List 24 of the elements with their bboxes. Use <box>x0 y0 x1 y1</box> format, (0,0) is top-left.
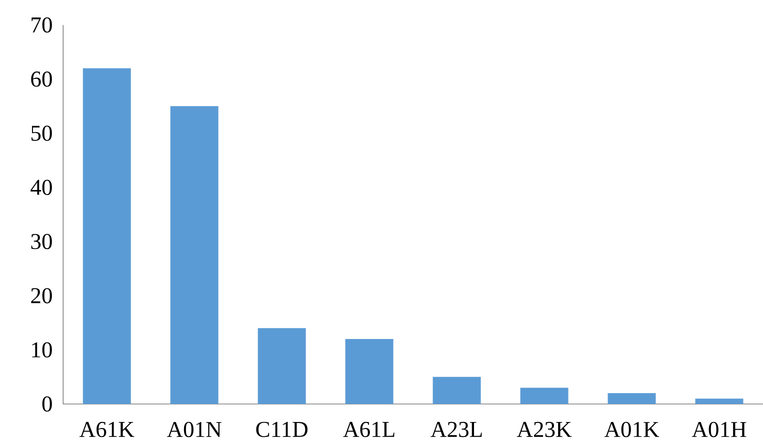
bar <box>520 388 568 404</box>
y-tick-label: 70 <box>32 17 52 33</box>
bar <box>695 398 744 404</box>
x-tick-label: A61L <box>343 422 394 438</box>
bar <box>345 338 394 404</box>
x-tick-label: A01N <box>166 422 222 438</box>
y-tick-label: 30 <box>31 234 52 250</box>
x-tick-label: A23L <box>430 422 482 438</box>
x-tick-label: A01H <box>692 422 746 438</box>
x-tick-label: A23K <box>516 422 572 438</box>
bar <box>608 393 656 404</box>
x-tick-label: A61K <box>79 422 134 438</box>
x-tick-label: C11D <box>256 422 308 438</box>
y-tick-label: 20 <box>31 288 52 304</box>
bar <box>432 376 481 404</box>
x-tick-label: A01K <box>604 422 660 438</box>
bar <box>170 106 218 404</box>
y-tick-label: 50 <box>31 126 52 141</box>
bar <box>258 328 306 404</box>
y-tick-label: 10 <box>32 342 52 358</box>
y-tick-label: 60 <box>31 71 52 87</box>
bar <box>82 68 131 404</box>
y-tick-label: 0 <box>42 396 52 412</box>
y-tick-label: 40 <box>30 180 52 195</box>
